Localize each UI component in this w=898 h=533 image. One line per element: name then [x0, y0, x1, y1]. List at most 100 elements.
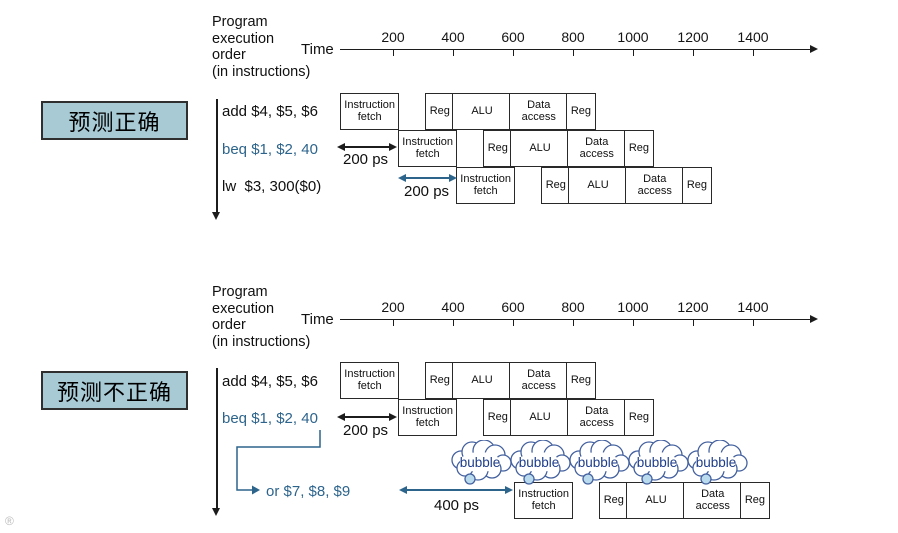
bubble-label: bubble	[637, 455, 678, 470]
time-axis-arrowhead-icon	[810, 314, 818, 323]
bubble-label: bubble	[460, 455, 501, 470]
tick-mark	[633, 320, 635, 326]
stage-reg-write: Reg	[681, 167, 713, 204]
instruction-add: add $4, $5, $6	[222, 373, 318, 390]
delay-arrow-line	[404, 177, 451, 179]
program-order-line: (in instructions)	[212, 63, 311, 80]
stage-reg-write: Reg	[623, 399, 655, 436]
bubble-cloud: bubble	[628, 440, 689, 485]
tick-label-200: 200	[381, 29, 405, 45]
bubble-label: bubble	[696, 455, 737, 470]
delay-arrow-line	[405, 489, 507, 491]
stage-data-access: Data access	[625, 167, 685, 204]
delay-label-200ps: 200 ps	[343, 422, 389, 439]
stage-alu: ALU	[510, 399, 570, 436]
program-order-line: Program	[212, 14, 268, 30]
pipeline-diagram-incorrect: 200 400 600 800 1000 1200 1400 Instruction fetc…	[0, 270, 898, 533]
stage-reg-write: Reg	[739, 482, 771, 519]
arrowhead-left-icon	[337, 142, 345, 151]
stage-instruction-fetch: Instruction fetch	[514, 482, 574, 519]
stage-reg-read: Reg	[424, 93, 455, 130]
stage-reg-write: Reg	[565, 93, 597, 130]
program-order-line: order	[212, 317, 246, 333]
registered-mark: ®	[5, 514, 14, 528]
tick-label-200: 200	[381, 299, 405, 315]
tick-mark	[753, 320, 755, 326]
stage-instruction-fetch: Instruction fetch	[456, 167, 516, 204]
program-order-label: Program execution order (in instructions…	[212, 284, 310, 350]
stage-instruction-fetch: Instruction fetch	[340, 93, 400, 130]
program-order-line: order	[212, 47, 246, 63]
program-order-line: execution	[212, 300, 275, 317]
arrowhead-right-icon	[449, 173, 457, 182]
program-order-arrow	[216, 368, 218, 508]
tick-mark	[393, 320, 395, 326]
section-prediction-incorrect: 预测不正确 Program execution order (in instru…	[0, 270, 898, 533]
arrowhead-right-icon	[505, 485, 513, 494]
time-axis-line	[340, 318, 810, 321]
program-order-line: execution	[212, 30, 275, 47]
pipeline-diagram-correct: 200 400 600 800 1000 1200 1400 Instruction fetc…	[0, 0, 898, 266]
stage-instruction-fetch: Instruction fetch	[340, 362, 400, 399]
time-axis-line	[340, 48, 810, 51]
tick-mark	[513, 50, 515, 56]
tick-label-600: 600	[501, 299, 525, 315]
tag-prediction-correct: 预测正确	[41, 101, 188, 140]
stage-reg-write: Reg	[623, 130, 655, 167]
delay-arrow-line	[343, 146, 391, 148]
instruction-add: add $4, $5, $6	[222, 103, 318, 120]
tick-label-400: 400	[441, 299, 465, 315]
stage-data-access: Data access	[509, 93, 569, 130]
branch-redirect-connector	[236, 430, 321, 495]
stage-reg-write: Reg	[565, 362, 597, 399]
tag-prediction-incorrect: 预测不正确	[41, 371, 188, 410]
tick-mark	[453, 50, 455, 56]
tick-label-800: 800	[561, 29, 585, 45]
tick-mark	[513, 320, 515, 326]
stage-reg-read: Reg	[482, 130, 513, 167]
tick-mark	[573, 320, 575, 326]
program-order-line: (in instructions)	[212, 333, 311, 350]
tick-mark	[573, 50, 575, 56]
bubble-cloud: bubble	[569, 440, 630, 485]
tick-label-400: 400	[441, 29, 465, 45]
stage-reg-read: Reg	[540, 167, 571, 204]
tick-mark	[693, 320, 695, 326]
tick-label-1000: 1000	[617, 29, 649, 45]
stage-data-access: Data access	[683, 482, 743, 519]
stage-alu: ALU	[626, 482, 686, 519]
instruction-or: or $7, $8, $9	[266, 483, 351, 500]
time-axis-arrowhead-icon	[810, 44, 818, 53]
arrowhead-left-icon	[399, 485, 407, 494]
tick-mark	[753, 50, 755, 56]
stage-alu: ALU	[510, 130, 570, 167]
tick-label-800: 800	[561, 299, 585, 315]
arrowhead-left-icon	[337, 412, 345, 421]
program-order-arrow	[216, 99, 218, 212]
tick-label-1400: 1400	[737, 299, 769, 315]
time-label: Time	[301, 41, 334, 58]
stage-reg-read: Reg	[598, 482, 629, 519]
arrowhead-left-icon	[398, 173, 406, 182]
delay-label-200ps: 200 ps	[343, 151, 389, 168]
instruction-beq: beq $1, $2, 40	[222, 410, 318, 427]
time-label: Time	[301, 311, 334, 328]
section-prediction-correct: 预测正确 Program execution order (in instruc…	[0, 0, 898, 266]
arrowhead-right-icon	[389, 142, 397, 151]
bubble-cloud: bubble	[687, 440, 748, 485]
stage-alu: ALU	[452, 93, 512, 130]
program-order-label: Program execution order (in instructions…	[212, 14, 310, 80]
stage-reg-read: Reg	[424, 362, 455, 399]
stage-data-access: Data access	[509, 362, 569, 399]
stage-data-access: Data access	[567, 130, 627, 167]
delay-label-400ps: 400 ps	[434, 497, 480, 514]
stage-data-access: Data access	[567, 399, 627, 436]
bubble-label: bubble	[519, 455, 560, 470]
tick-label-1000: 1000	[617, 299, 649, 315]
instruction-beq: beq $1, $2, 40	[222, 141, 318, 158]
stage-alu: ALU	[568, 167, 628, 204]
arrowhead-right-icon	[389, 412, 397, 421]
tick-mark	[393, 50, 395, 56]
instruction-lw: lw $3, 300($0)	[222, 178, 322, 195]
